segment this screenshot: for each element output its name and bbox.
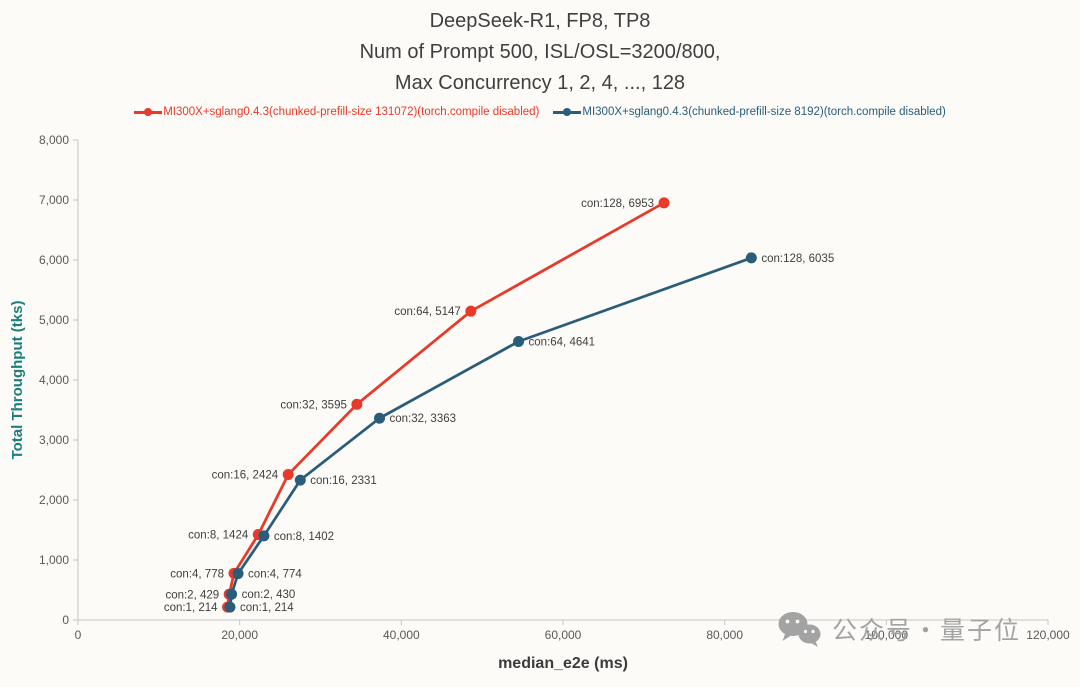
legend-dot-icon (563, 108, 572, 116)
y-axis-tick-label: 3,000 (39, 433, 69, 447)
series-line (228, 256, 753, 609)
data-point (745, 252, 757, 264)
chart-title: DeepSeek-R1, FP8, TP8 Num of Prompt 500,… (0, 0, 1080, 99)
y-axis-tick-label: 1,000 (39, 553, 69, 567)
y-axis-tick-label: 8,000 (39, 133, 69, 147)
chart-title-line3: Max Concurrency 1, 2, 4, ..., 128 (394, 72, 686, 94)
y-axis-tick-label: 7,000 (39, 193, 69, 207)
data-point (224, 601, 236, 613)
x-axis-tick-label: 60,000 (545, 628, 582, 642)
y-axis-tick-label: 5,000 (39, 313, 69, 327)
data-point-label: con:32, 3595 (280, 399, 347, 411)
watermark: 公众号・量子位 (776, 610, 1021, 648)
legend-item-prefill-8192: MI300X+sglang0.4.3(chunked-prefill-size … (553, 106, 946, 118)
data-point-label: con:4, 778 (170, 568, 224, 580)
data-point-label: con:1, 214 (164, 602, 218, 614)
x-axis-tick-label: 40,000 (383, 628, 420, 642)
data-point (513, 336, 525, 348)
data-point (465, 305, 477, 317)
y-axis-tick-label: 6,000 (39, 253, 69, 267)
data-point-label: con:64, 4641 (529, 337, 596, 349)
legend-marker-line-dot-icon (553, 107, 582, 117)
chart-title-line2: Num of Prompt 500, ISL/OSL=3200/800, (359, 41, 721, 63)
data-point (658, 197, 670, 209)
data-point-label: con:16, 2331 (310, 475, 377, 487)
y-axis-tick-label: 4,000 (39, 373, 69, 387)
legend-dot-icon (144, 108, 153, 116)
wechat-icon (778, 612, 821, 647)
plot-canvas: Total Throughput (tks) median_e2e (ms) 0… (9, 133, 1070, 672)
data-point-label: con:16, 2424 (212, 470, 279, 482)
chart-title-line1: DeepSeek-R1, FP8, TP8 (429, 10, 651, 32)
y-axis-tick-label: 2,000 (39, 493, 69, 507)
data-point-label: con:64, 5147 (394, 306, 461, 318)
x-axis-tick-label: 100,000 (865, 628, 909, 642)
x-axis-tick-label: 120,000 (1026, 628, 1070, 642)
data-point-label: con:4, 774 (248, 569, 302, 581)
legend-label-prefill-131072: MI300X+sglang0.4.3(chunked-prefill-size … (163, 106, 540, 118)
data-point-label: con:8, 1402 (274, 531, 334, 543)
data-point-label: con:8, 1424 (188, 530, 249, 542)
legend: MI300X+sglang0.4.3(chunked-prefill-size … (0, 106, 1080, 118)
legend-marker-line-dot-icon (134, 107, 163, 117)
data-point-label: con:32, 3363 (390, 413, 457, 425)
data-point-label: con:2, 430 (242, 589, 296, 601)
data-point (232, 568, 244, 580)
y-axis-tick-label: 0 (62, 613, 69, 627)
data-point-label: con:2, 429 (165, 589, 219, 601)
data-point-label: con:128, 6035 (761, 253, 834, 265)
x-axis-tick-label: 80,000 (706, 628, 743, 642)
watermark-text: 公众号・量子位 (832, 617, 1022, 645)
x-axis-title: median_e2e (ms) (498, 655, 628, 672)
data-point (258, 530, 270, 542)
x-axis-tick-label: 20,000 (221, 628, 258, 642)
data-point (282, 469, 294, 481)
data-point (226, 588, 238, 600)
chart-area: Total Throughput (tks) median_e2e (ms) 0… (0, 120, 1080, 681)
data-point-label: con:1, 214 (240, 602, 294, 614)
y-axis-title: Total Throughput (tks) (9, 301, 26, 460)
data-point (374, 412, 386, 424)
data-point (351, 398, 363, 410)
plot-body: 0 1,000 2,000 3,000 4,000 5,000 6,000 7,000 8,00… (39, 133, 1070, 642)
data-point (294, 474, 306, 486)
data-point-label: con:128, 6953 (581, 198, 654, 210)
x-axis-tick-label: 0 (75, 628, 82, 642)
legend-item-prefill-131072: MI300X+sglang0.4.3(chunked-prefill-size … (134, 106, 539, 118)
legend-label-prefill-8192: MI300X+sglang0.4.3(chunked-prefill-size … (582, 106, 946, 118)
